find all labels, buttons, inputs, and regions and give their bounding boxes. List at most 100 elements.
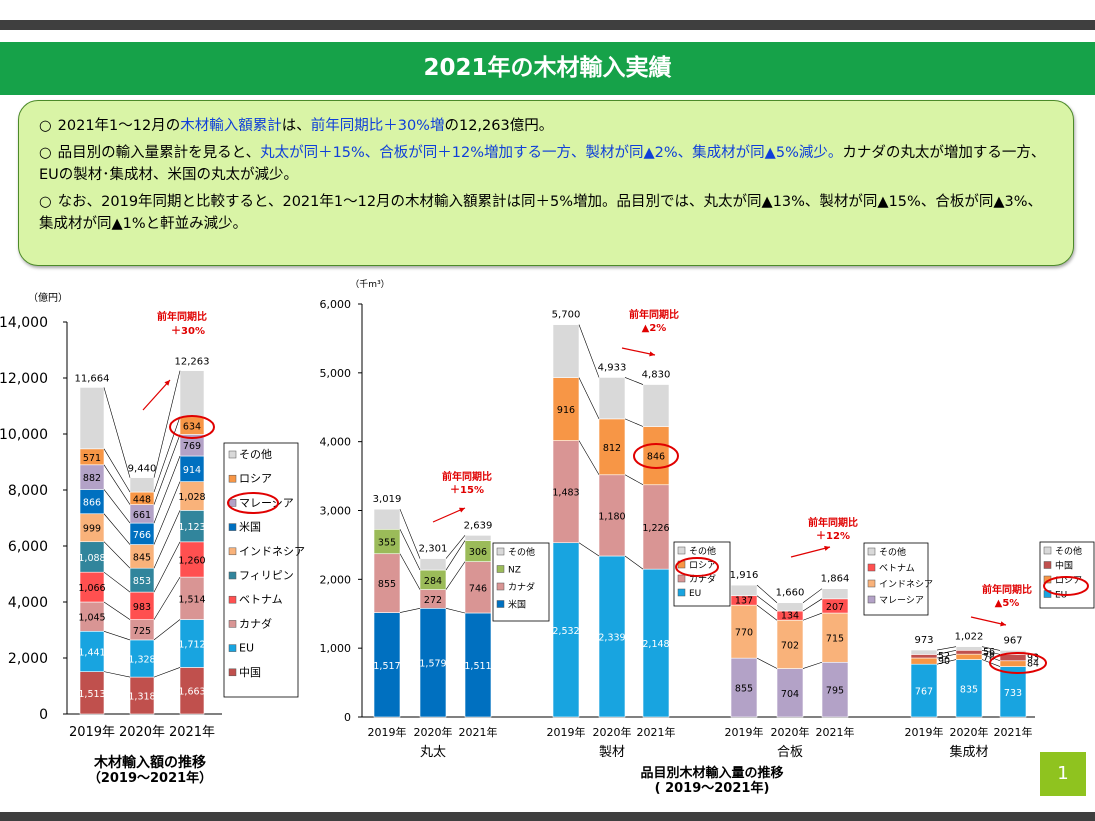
chart2-connector [445,608,466,614]
chart2-bar-segment [730,657,758,718]
chart2-bar-segment [464,535,492,541]
chart2-data-label: 56 [983,647,995,658]
chart1-total-label: 11,664 [75,373,110,384]
chart2-data-label: 1,180 [598,511,625,522]
chart2-legend-highlight [675,557,719,577]
chart1-legend-label: 米国 [239,521,261,534]
chart1-connector [153,619,181,641]
chart1-legend-swatch [228,499,237,507]
chart2-title: 品目別木材輸入量の推移 [640,765,783,781]
chart2-connector [756,604,778,621]
chart2-data-label: 855 [735,684,753,695]
chart1-connector [153,416,181,493]
chart1-connector [103,489,131,524]
chart1-legend-label: EU [239,642,254,655]
bottom-bar [0,812,1095,821]
chart2-legend-swatch [867,595,876,604]
chart2-x-tick-label: 2021年 [816,725,855,739]
chart2-bar-segment [955,650,983,655]
chart2-x-tick-label: 2020年 [771,725,810,739]
chart2-legend-label: ロシア [1055,576,1082,586]
bullet-mark: ○ [39,118,52,134]
chart1-bar-segment [179,541,205,578]
chart2-data-label: 855 [378,579,396,590]
chart2-data-label: 207 [826,602,844,613]
chart2-bar-segment [999,660,1027,667]
chart1-connector [103,513,131,545]
chart2-annotation: 前年同期比 [808,516,858,529]
chart2-bar-segment [730,584,758,597]
chart2-bar-segment [373,612,401,718]
chart2-total-label: 1,916 [730,570,759,581]
chart2-arrow-head [824,545,830,551]
chart2-x-tick-label: 2021年 [459,725,498,739]
summary-bullet-2: ○ 品目別の輸入量累計を見ると、丸太が同＋15%、合板が同＋12%増加する一方、製… [39,142,1055,186]
chart1-legend-box [223,442,299,698]
chart2-legend-label: インドネシア [879,579,933,590]
bullet-mark: ○ [39,194,52,210]
chart1-legend-label: ベトナム [239,593,283,606]
chart2-data-label: 306 [469,547,487,558]
chart2-y-label: （千m³） [350,279,389,290]
chart2-legend-swatch [677,574,686,583]
chart1-connector [103,601,131,620]
chart1-connector [153,576,181,620]
chart1-data-label: 1,045 [78,613,105,624]
chart2-total-label: 973 [914,635,933,646]
chart2-bar-segment [821,661,849,718]
chart1-legend-swatch [228,620,237,628]
chart1-data-label: 853 [133,576,151,587]
chart1-bar-segment [129,639,155,678]
chart1-bar-segment [79,464,105,490]
chart2-total-label: 4,933 [598,362,627,373]
chart1-bar-segment [79,671,105,715]
chart1-legend-highlight [227,492,279,514]
chart2-connector [802,661,823,669]
chart2-annotation: ＋15% [450,484,484,496]
chart2-annotation: ▲5% [995,598,1020,609]
chart2-data-label: 134 [781,611,799,622]
chart2-arrow-head [649,351,655,357]
chart2-x-tick-label: 2019年 [725,725,764,739]
chart1-highlight-circle [169,415,215,439]
chart1-data-label: 1,513 [78,689,105,700]
chart2-arrow [432,507,466,523]
chart2-bar-segment [955,653,983,660]
chart2-legend-label: 米国 [508,599,526,611]
chart2-total-label: 2,639 [464,520,493,531]
chart2-annotation: 前年同期比 [442,470,492,483]
chart1-connector [103,541,131,569]
chart2-legend-swatch [867,547,876,556]
chart2-bar-segment [552,377,580,441]
chart1-connector [103,671,131,678]
chart1-data-label: 1,028 [178,492,205,503]
chart1-data-label: 661 [133,510,151,521]
chart2-group-label: 製材 [599,745,625,760]
chart2-total-label: 2,301 [419,544,448,555]
chart1-bar-segment [129,676,155,715]
chart2-annotation: ＋12% [816,530,850,542]
chart2-connector [399,553,421,590]
chart1-bar-segment [129,477,155,493]
chart1-y-tick-label: 8,000 [8,483,48,499]
chart2-data-label: 2,532 [552,626,579,637]
chart2-arrow [790,546,831,558]
chart1-y-tick-label: 12,000 [0,371,48,387]
chart2-data-label: 1,517 [373,661,400,672]
chart1-bar-segment [129,591,155,620]
chart2-y-tick-label: 0 [344,711,351,724]
chart1-connector [103,448,131,493]
chart2-legend-swatch [496,600,505,608]
chart2-legend-label: ロシア [689,561,716,571]
chart1-legend-label: ロシア [239,472,272,485]
chart1-bar-segment [79,541,105,573]
chart1-x-tick-label: 2020年 [119,725,165,740]
chart1-data-label: 914 [183,465,201,476]
chart2-x-tick-label: 2020年 [593,725,632,739]
chart1-data-label: 999 [83,524,101,535]
chart1-legend-label: フィリピン [239,569,294,582]
chart2-legend-swatch [496,547,505,556]
chart2-connector [624,555,644,570]
chart2-connector [802,588,823,603]
chart1-x-tick-label: 2019年 [69,725,115,740]
